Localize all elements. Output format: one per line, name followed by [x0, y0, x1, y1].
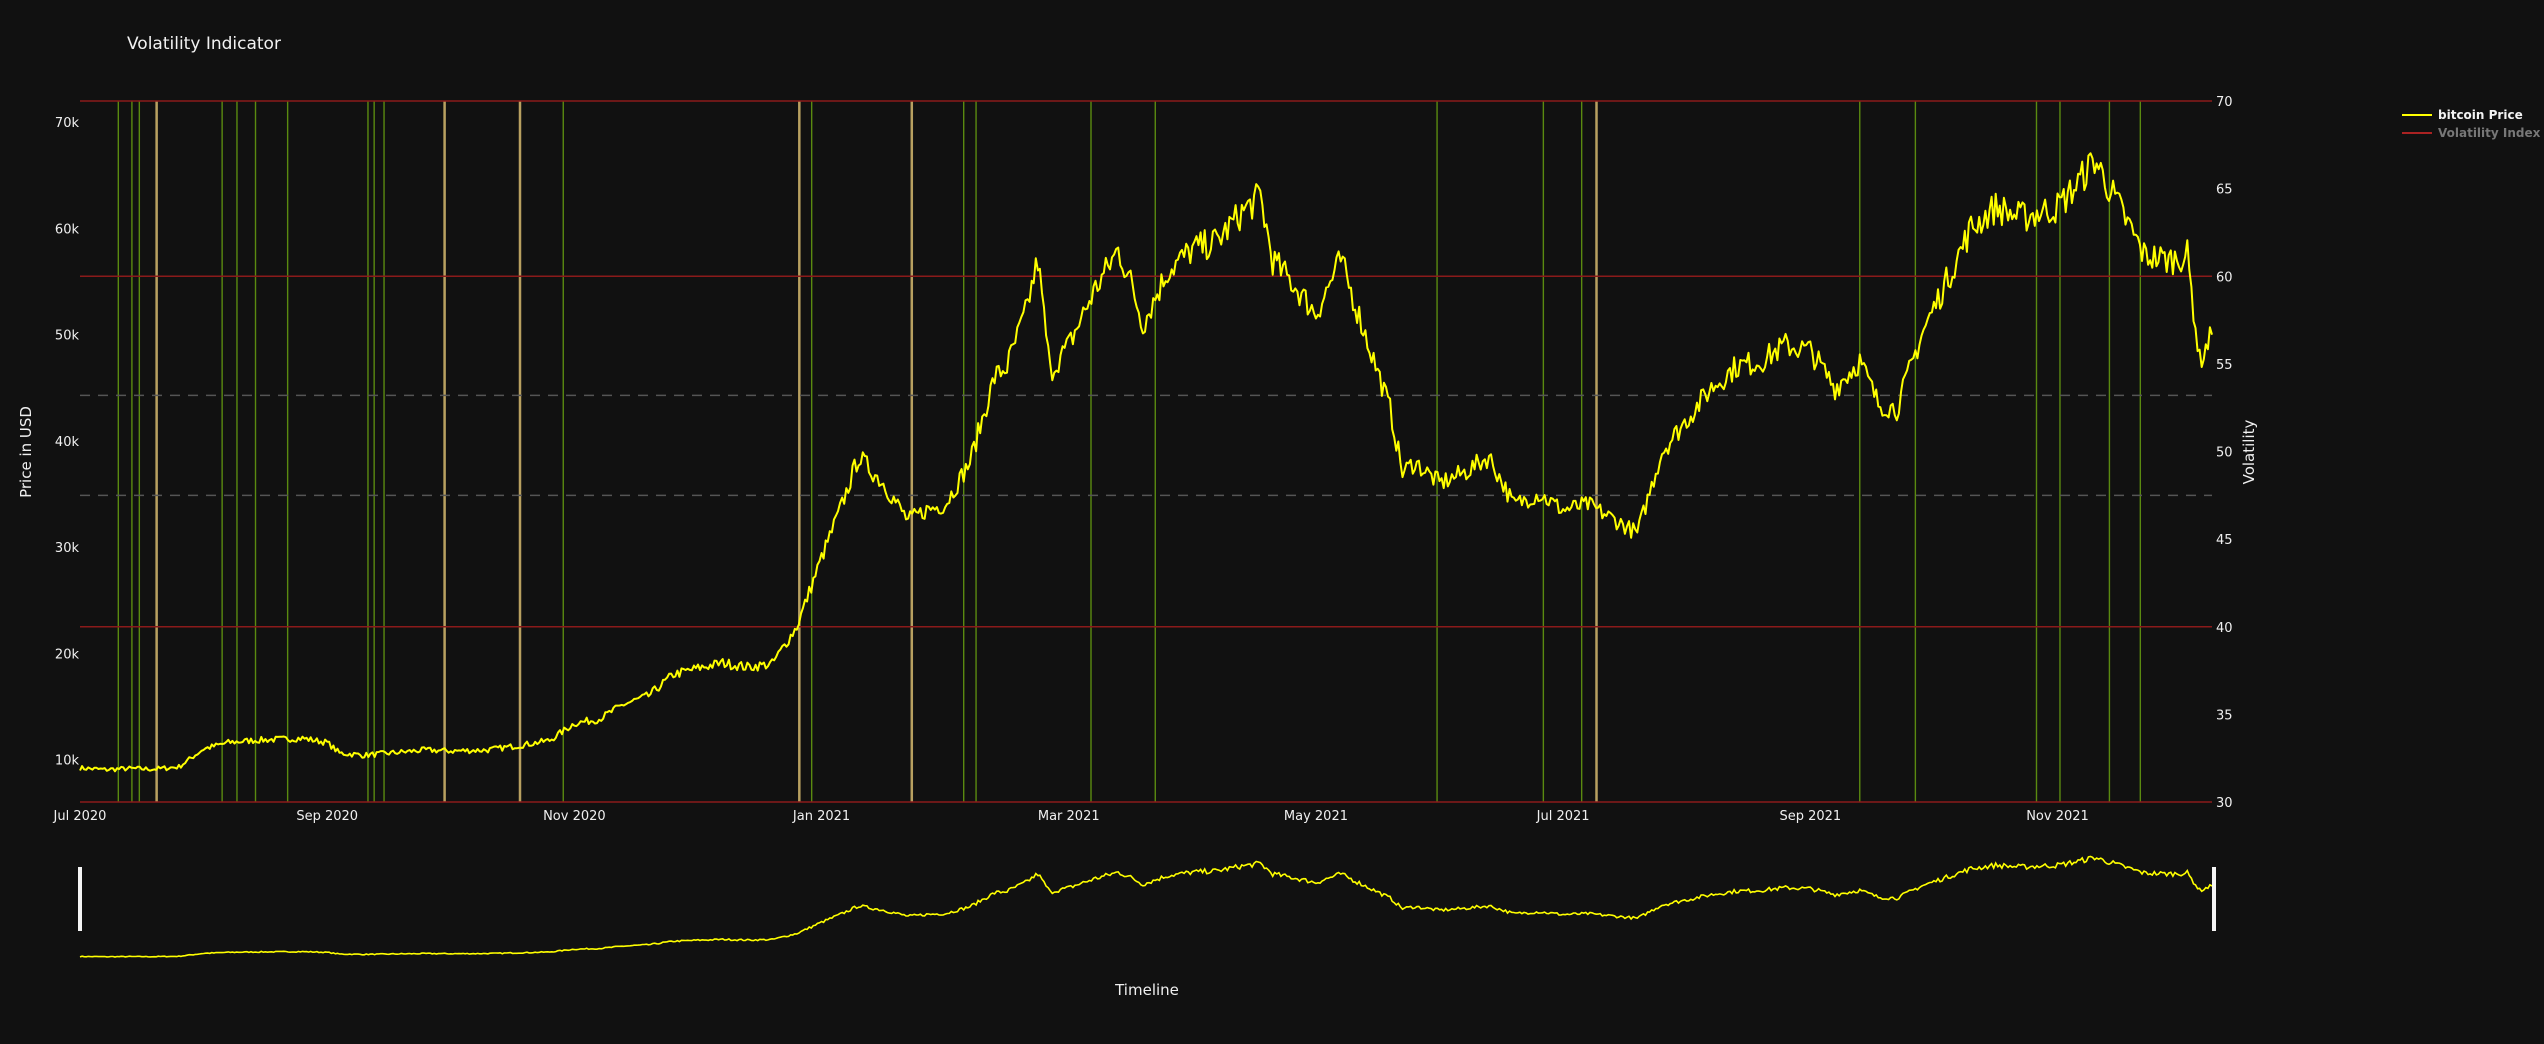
- legend[interactable]: bitcoin Price Volatility Index: [2402, 108, 2541, 140]
- y-axis-ticks: 10k 20k 30k 40k 50k 60k 70k: [55, 116, 80, 768]
- y2-tick-label: 40: [2216, 621, 2233, 636]
- y-axis-title: Price in USD: [17, 406, 35, 498]
- x-tick-label: Nov 2021: [2026, 809, 2089, 824]
- x-tick-label: May 2021: [1284, 809, 1348, 824]
- y2-tick-label: 55: [2216, 358, 2233, 373]
- y2-tick-label: 65: [2216, 183, 2233, 198]
- y-tick-label: 60k: [55, 222, 80, 237]
- x-tick-label: Sep 2020: [296, 809, 358, 824]
- x-tick-label: Mar 2021: [1038, 809, 1100, 824]
- x-tick-label: Jan 2021: [792, 809, 850, 824]
- x-tick-label: Nov 2020: [543, 809, 606, 824]
- y-tick-label: 30k: [55, 541, 80, 556]
- legend-item-volatility[interactable]: Volatility Index: [2402, 126, 2541, 140]
- x-tick-label: Jul 2021: [1536, 809, 1590, 824]
- y-tick-label: 70k: [55, 116, 80, 131]
- signal-bands: [117, 101, 2142, 802]
- x-tick-label: Sep 2021: [1779, 809, 1841, 824]
- y2-tick-label: 70: [2216, 95, 2233, 110]
- price-series: [79, 152, 2213, 773]
- y2-tick-label: 60: [2216, 270, 2233, 285]
- x-axis-title: Timeline: [1114, 981, 1179, 999]
- range-slider-price-line: [79, 855, 2213, 958]
- y-tick-label: 50k: [55, 329, 80, 344]
- y2-tick-label: 35: [2216, 708, 2233, 723]
- y2-axis-ticks: 30 35 40 45 50 55 60 65 70: [2216, 95, 2233, 811]
- x-tick-label: Jul 2020: [53, 809, 107, 824]
- y2-tick-label: 45: [2216, 533, 2233, 548]
- volatility-level-lines: [80, 100, 2212, 803]
- y2-axis-title: Volatility: [2240, 419, 2258, 484]
- price-line: [79, 152, 2213, 773]
- y-tick-label: 40k: [55, 435, 80, 450]
- range-slider[interactable]: [79, 855, 2213, 958]
- y2-tick-label: 30: [2216, 796, 2233, 811]
- range-slider-right-handle[interactable]: [2212, 867, 2216, 931]
- chart-title: Volatility Indicator: [127, 34, 281, 54]
- x-axis-ticks: Jul 2020 Sep 2020 Nov 2020 Jan 2021 Mar 2021…: [53, 809, 2089, 824]
- legend-label-price: bitcoin Price: [2438, 108, 2523, 122]
- legend-label-volatility: Volatility Index: [2438, 126, 2541, 140]
- y-tick-label: 20k: [55, 647, 80, 662]
- y-tick-label: 10k: [55, 754, 80, 769]
- legend-item-price[interactable]: bitcoin Price: [2402, 108, 2523, 122]
- range-slider-left-handle[interactable]: [78, 867, 82, 931]
- y2-tick-label: 50: [2216, 446, 2233, 461]
